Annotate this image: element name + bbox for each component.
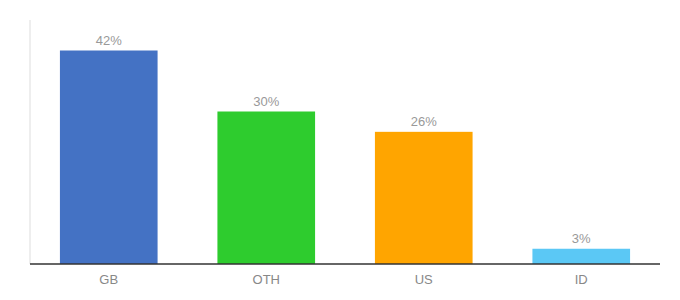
- x-axis-line: [30, 263, 660, 265]
- data-label: 30%: [253, 94, 279, 109]
- x-tick-label: ID: [575, 272, 588, 287]
- x-tick-label: US: [415, 272, 433, 287]
- bar: [375, 132, 473, 264]
- data-label: 42%: [96, 33, 122, 48]
- bar: [532, 249, 630, 264]
- bar: [217, 112, 315, 265]
- y-axis-line: [30, 20, 31, 264]
- bar: [60, 51, 158, 265]
- chart-svg: 42% 30% 26% 3% GB OTH US ID: [0, 0, 680, 300]
- x-tick-label: GB: [99, 272, 118, 287]
- data-label: 26%: [411, 114, 437, 129]
- chart-container: 42% 30% 26% 3% GB OTH US ID: [0, 0, 680, 300]
- bars: [60, 51, 630, 265]
- x-tick-label: OTH: [253, 272, 280, 287]
- data-label: 3%: [572, 231, 591, 246]
